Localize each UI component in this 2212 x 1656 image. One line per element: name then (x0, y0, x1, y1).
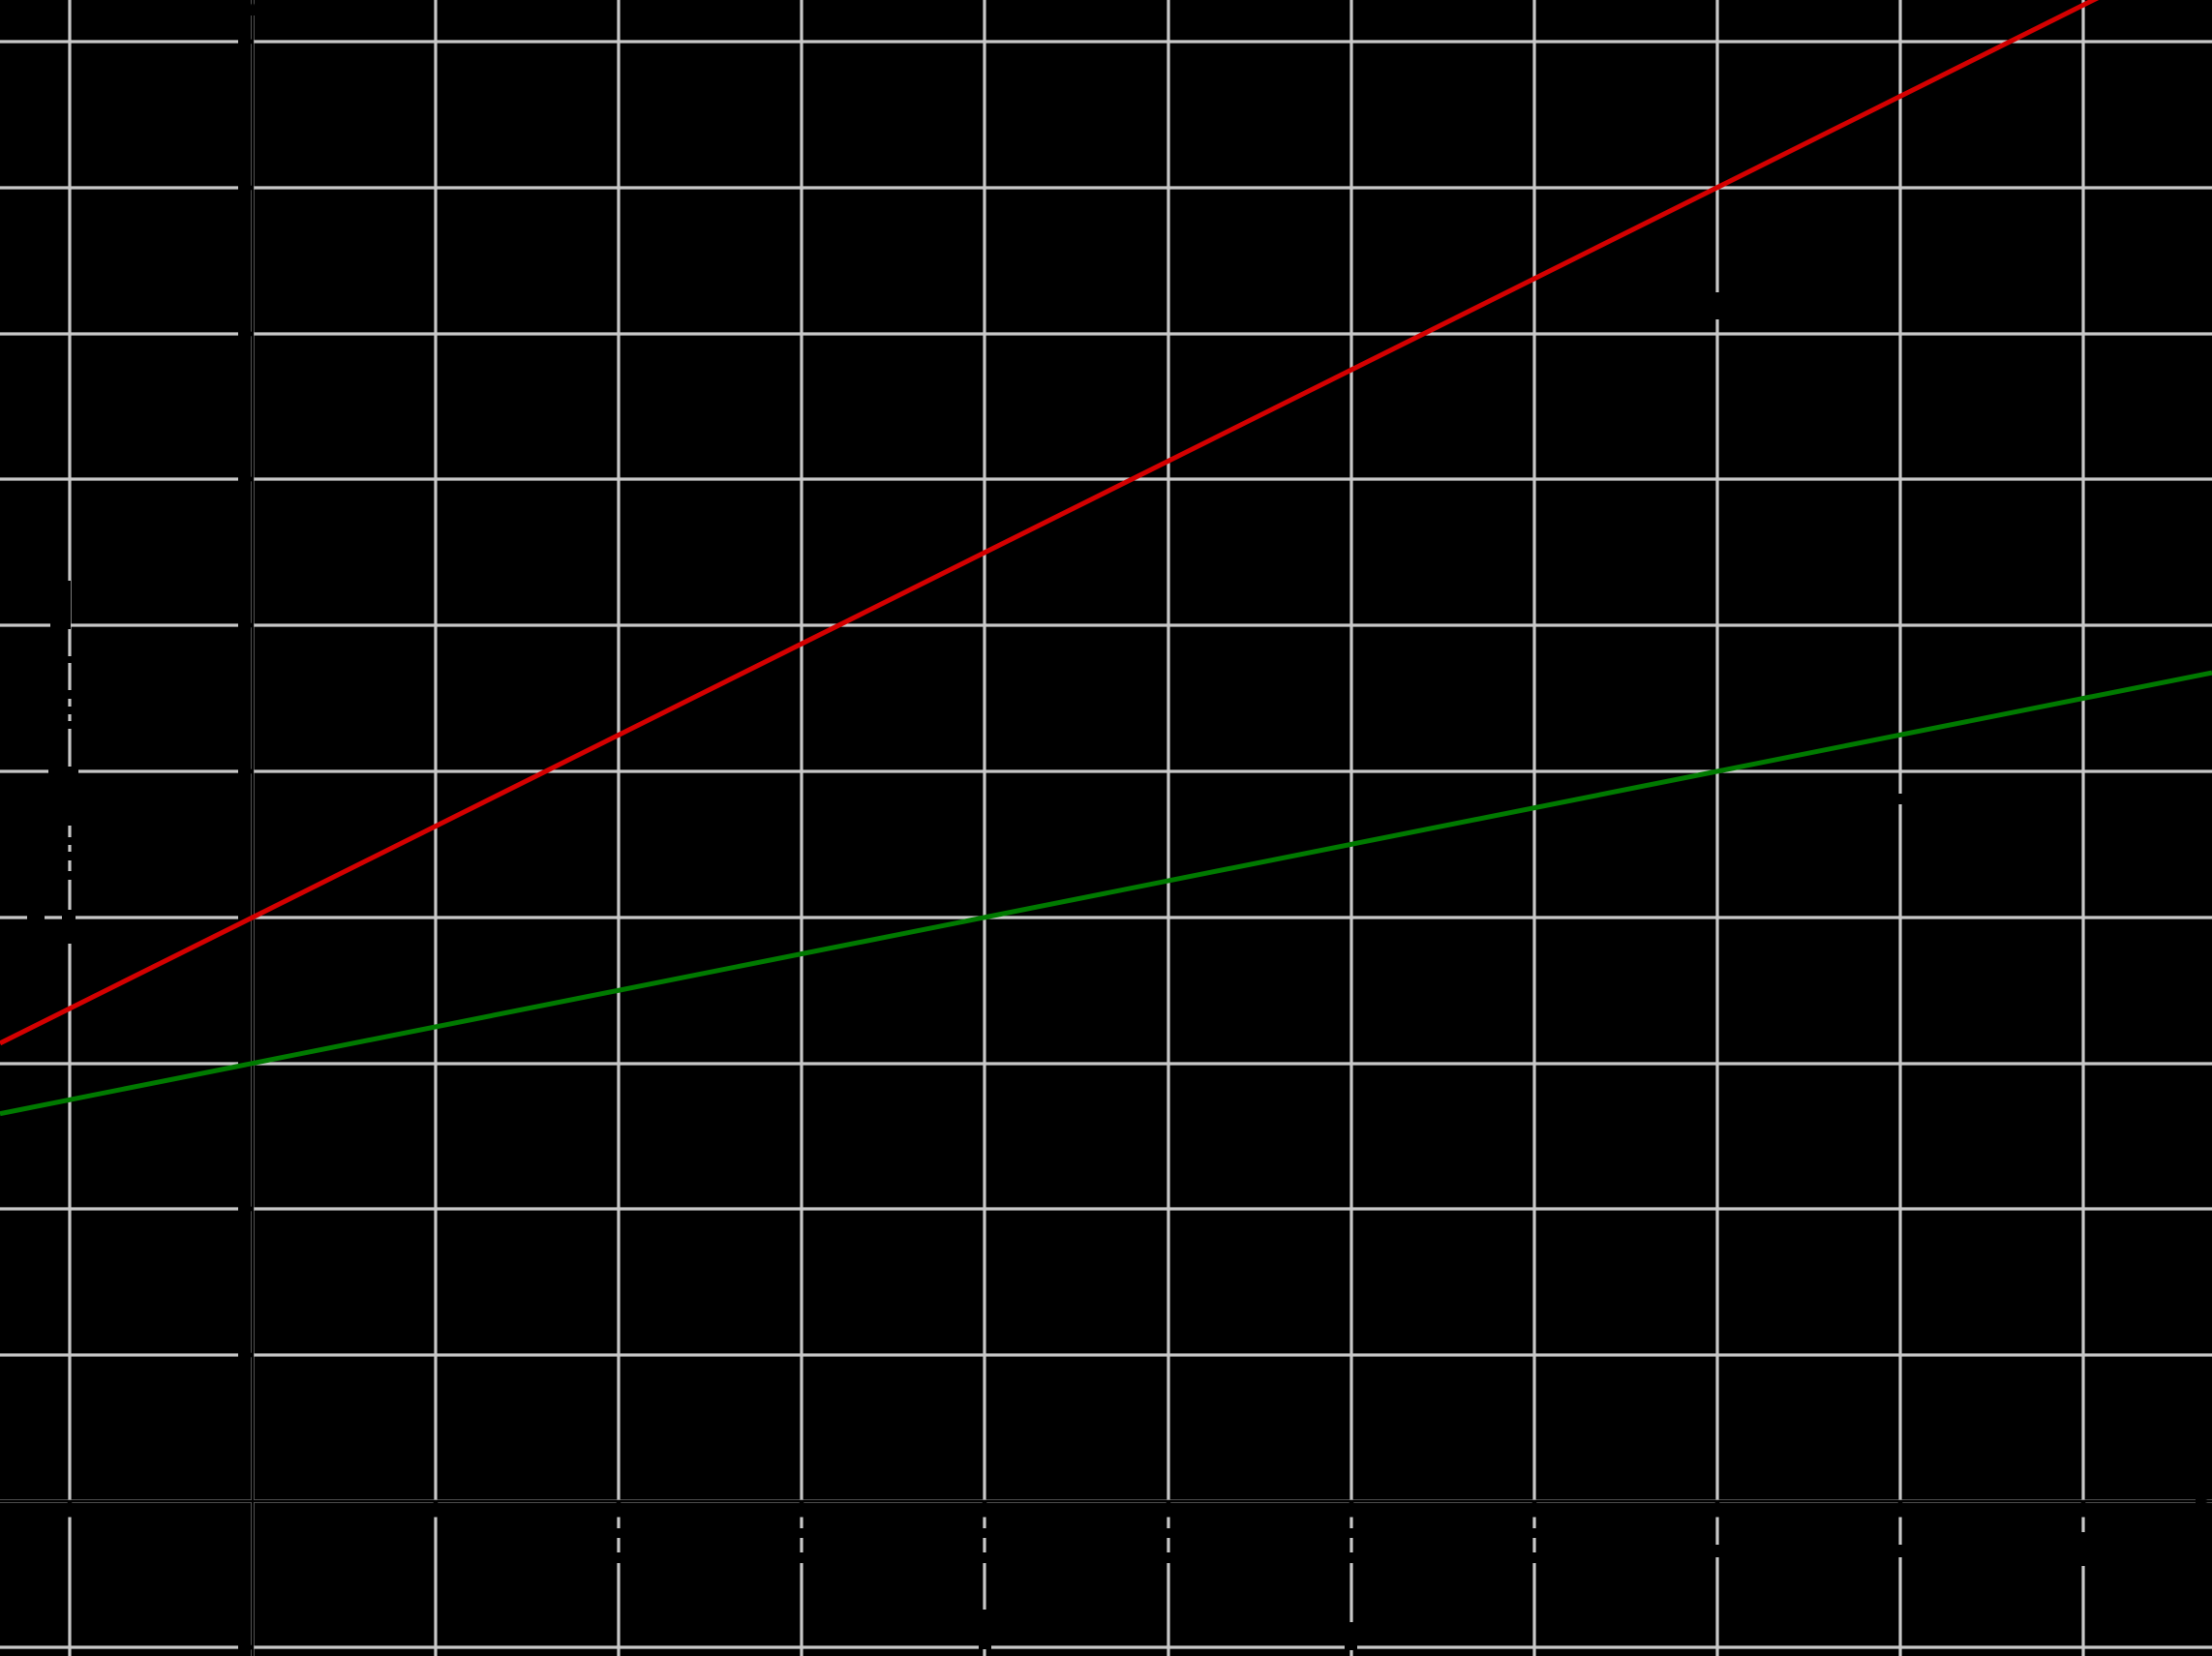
green-line[interactable] (0, 670, 2212, 1117)
label-fragment-18 (1165, 1552, 1172, 1563)
y-tick-4 (238, 622, 254, 628)
x-tick-4 (799, 1501, 804, 1518)
label-fragment-21 (1530, 1528, 1538, 1538)
label-fragment-29 (1894, 794, 1906, 804)
label-fragment-5 (48, 767, 78, 826)
label-fragment-22 (1530, 1552, 1538, 1563)
label-fragment-14 (798, 1552, 805, 1563)
y-tick-11 (238, 1644, 254, 1650)
red-line[interactable] (0, 0, 2212, 1046)
y-tick-6 (238, 915, 254, 920)
label-fragment-13 (798, 1528, 805, 1538)
y-tick-3 (238, 476, 254, 482)
label-fragment-17 (1165, 1528, 1172, 1538)
label-fragment-27 (1345, 1622, 1357, 1650)
y-tick-8 (238, 1206, 254, 1212)
x-tick-6 (1166, 1501, 1171, 1518)
x-tick-5 (982, 1501, 987, 1518)
x-tick-0 (67, 1501, 73, 1518)
label-fragments (27, 292, 2087, 1650)
x-axis-arrow-icon (2196, 1495, 2210, 1507)
label-fragment-26 (979, 1610, 991, 1649)
label-fragment-2 (65, 690, 74, 699)
label-fragment-28 (1711, 292, 1721, 319)
y-tick-2 (238, 331, 254, 337)
x-tick-2 (433, 1501, 439, 1518)
x-tick-3 (616, 1501, 621, 1518)
y-tick-5 (238, 768, 254, 774)
label-fragment-24 (1896, 1545, 1905, 1557)
label-fragment-3 (65, 707, 74, 714)
label-fragment-25 (2079, 1532, 2087, 1566)
label-fragment-8 (65, 871, 74, 880)
label-fragment-0 (50, 581, 71, 629)
label-fragment-19 (1348, 1528, 1355, 1538)
label-fragment-11 (615, 1528, 622, 1538)
axis-ticks (67, 39, 2086, 1650)
x-tick-8 (1531, 1501, 1537, 1518)
x-tick-10 (1897, 1501, 1903, 1518)
label-fragment-12 (615, 1552, 622, 1563)
x-tick-7 (1348, 1501, 1354, 1518)
x-tick-11 (2080, 1501, 2086, 1518)
label-fragment-1 (66, 656, 74, 663)
label-fragment-9 (62, 910, 76, 944)
x-tick-9 (1714, 1501, 1720, 1518)
label-fragment-15 (981, 1528, 988, 1538)
y-tick-9 (238, 1352, 254, 1358)
label-fragment-10 (27, 914, 45, 922)
y-tick-0 (238, 39, 254, 45)
label-fragment-7 (65, 852, 74, 860)
label-fragment-16 (981, 1552, 988, 1563)
label-fragment-6 (65, 837, 74, 845)
y-axis-arrow-icon (247, 1, 258, 15)
label-fragment-4 (65, 721, 74, 729)
y-tick-1 (238, 185, 254, 191)
label-fragment-20 (1348, 1552, 1355, 1563)
label-fragment-23 (1713, 1545, 1722, 1557)
